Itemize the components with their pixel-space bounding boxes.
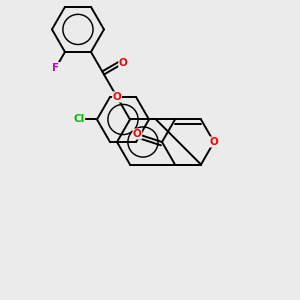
Text: F: F [52,62,59,73]
Text: O: O [133,129,142,139]
Text: O: O [112,92,121,102]
Text: O: O [119,58,128,68]
Text: Cl: Cl [74,115,85,124]
Text: O: O [210,137,218,147]
